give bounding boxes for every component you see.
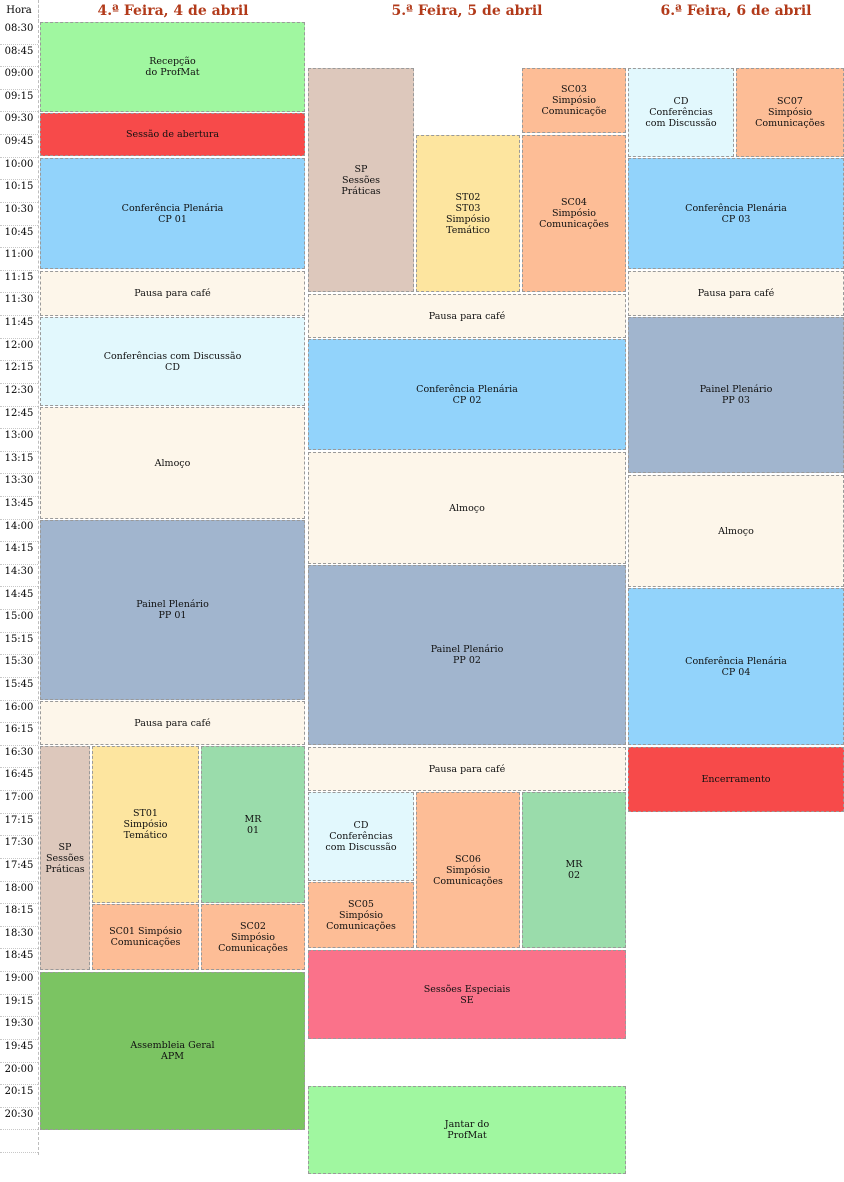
time-slot-label: 11:30 [0,293,38,317]
event-pp03[interactable]: Painel Plenário PP 03 [628,317,844,473]
time-slot-label: 10:15 [0,180,38,203]
time-slot-label: 11:00 [0,248,38,271]
time-slot-label: 09:00 [0,67,38,90]
time-slot-label: 20:15 [0,1085,38,1108]
time-slot-label: 16:30 [0,746,38,769]
event-cp01[interactable]: Conferência Plenária CP 01 [40,158,305,269]
event-pausa-cafe-1[interactable]: Pausa para café [40,271,305,316]
time-slot-label: 09:15 [0,90,38,113]
event-recepcao[interactable]: Recepção do ProfMat [40,22,305,112]
time-slot-label: 14:15 [0,542,38,565]
event-pausa-cafe-2[interactable]: Pausa para café [40,701,305,745]
hora-header: Hora [0,0,39,22]
time-slot-label: 18:15 [0,904,38,927]
time-column-divider [38,0,39,1155]
time-slot-label: 17:15 [0,814,38,837]
event-sessoes-praticas[interactable]: SP Sessões Práticas [308,68,414,292]
time-slot-label: 16:15 [0,723,38,746]
time-slot-label: 12:45 [0,407,38,430]
event-conferencias-discussao[interactable]: CD Conferências com Discussão [628,68,734,157]
event-pausa-cafe-1[interactable]: Pausa para café [308,294,626,338]
time-slot-label: 09:45 [0,135,38,158]
event-encerramento[interactable]: Encerramento [628,747,844,812]
time-slot-label: 19:15 [0,995,38,1018]
event-assembleia-geral[interactable]: Assembleia Geral APM [40,972,305,1130]
event-pausa-cafe-2[interactable]: Pausa para café [308,747,626,791]
time-slot-label: 13:30 [0,474,38,497]
time-slot-end [0,1130,38,1153]
event-sc04[interactable]: SC04 Simpósio Comunicações [522,135,626,292]
time-slot-label: 20:00 [0,1063,38,1086]
event-sc02[interactable]: SC02 Simpósio Comunicações [201,904,305,970]
event-sessao-abertura[interactable]: Sessão de abertura [40,113,305,156]
event-sessoes-especiais[interactable]: Sessões Especiais SE [308,950,626,1039]
time-slot-label: 13:15 [0,452,38,475]
time-slot-label: 17:45 [0,859,38,882]
event-st01[interactable]: ST01 Simpósio Temático [92,746,199,903]
time-slot-label: 18:30 [0,927,38,950]
time-slot-label: 09:30 [0,112,38,136]
event-mr01[interactable]: MR 01 [201,746,305,903]
event-cp03[interactable]: Conferência Plenária CP 03 [628,158,844,269]
event-conferencias-discussao[interactable]: CD Conferências com Discussão [308,792,414,881]
time-slot-label: 11:15 [0,271,38,294]
time-slot-label: 19:00 [0,972,38,995]
time-slot-label: 08:30 [0,22,38,45]
event-cp02[interactable]: Conferência Plenária CP 02 [308,339,626,450]
time-slot-label: 16:00 [0,701,38,724]
event-sc06[interactable]: SC06 Simpósio Comunicações [416,792,520,948]
time-slot-label: 15:30 [0,655,38,678]
event-st02-st03[interactable]: ST02 ST03 Simpósio Temático [416,135,520,292]
event-sessoes-praticas[interactable]: SP Sessões Práticas [40,746,90,970]
time-slot-label: 19:30 [0,1017,38,1040]
time-slot-label: 13:00 [0,429,38,452]
time-slot-label: 10:45 [0,226,38,249]
time-slot-label: 08:45 [0,45,38,68]
event-sc07[interactable]: SC07 Simpósio Comunicações [736,68,844,157]
time-slot-label: 19:45 [0,1040,38,1063]
event-conferencias-discussao[interactable]: Conferências com Discussão CD [40,317,305,406]
time-slot-label: 14:30 [0,565,38,588]
time-slot-label: 14:45 [0,588,38,611]
time-slot-label: 16:45 [0,768,38,792]
event-jantar[interactable]: Jantar do ProfMat [308,1086,626,1174]
time-slot-label: 10:00 [0,158,38,181]
time-slot-label: 12:00 [0,339,38,362]
day-header-thursday: 5.ª Feira, 5 de abril [391,3,543,19]
time-slot-label: 15:00 [0,610,38,633]
time-slot-label: 15:45 [0,678,38,701]
time-slot-label: 17:00 [0,791,38,814]
time-slot-label: 12:15 [0,361,38,384]
time-slot-label: 14:00 [0,520,38,543]
time-slot-label: 10:30 [0,203,38,226]
event-almoco[interactable]: Almoço [308,452,626,564]
time-slot-label: 18:45 [0,949,38,973]
time-slot-label: 15:15 [0,633,38,656]
event-almoco[interactable]: Almoço [628,475,844,587]
event-pp01[interactable]: Painel Plenário PP 01 [40,520,305,700]
event-cp04[interactable]: Conferência Plenária CP 04 [628,588,844,745]
event-sc03[interactable]: SC03 Simpósio Comunicaçõe [522,68,626,133]
event-almoco[interactable]: Almoço [40,407,305,519]
time-slot-label: 13:45 [0,497,38,520]
event-pausa-cafe[interactable]: Pausa para café [628,271,844,316]
time-slot-label: 18:00 [0,882,38,905]
time-slot-label: 11:45 [0,316,38,339]
event-sc01[interactable]: SC01 Simpósio Comunicações [92,904,199,970]
event-mr02[interactable]: MR 02 [522,792,626,948]
event-sc05[interactable]: SC05 Simpósio Comunicações [308,882,414,948]
day-header-wednesday: 4.ª Feira, 4 de abril [97,3,249,19]
day-header-friday: 6.ª Feira, 6 de abril [660,3,812,19]
time-slot-label: 17:30 [0,836,38,859]
time-slot-label: 12:30 [0,384,38,407]
time-slot-label: 20:30 [0,1108,38,1131]
event-pp02[interactable]: Painel Plenário PP 02 [308,565,626,745]
